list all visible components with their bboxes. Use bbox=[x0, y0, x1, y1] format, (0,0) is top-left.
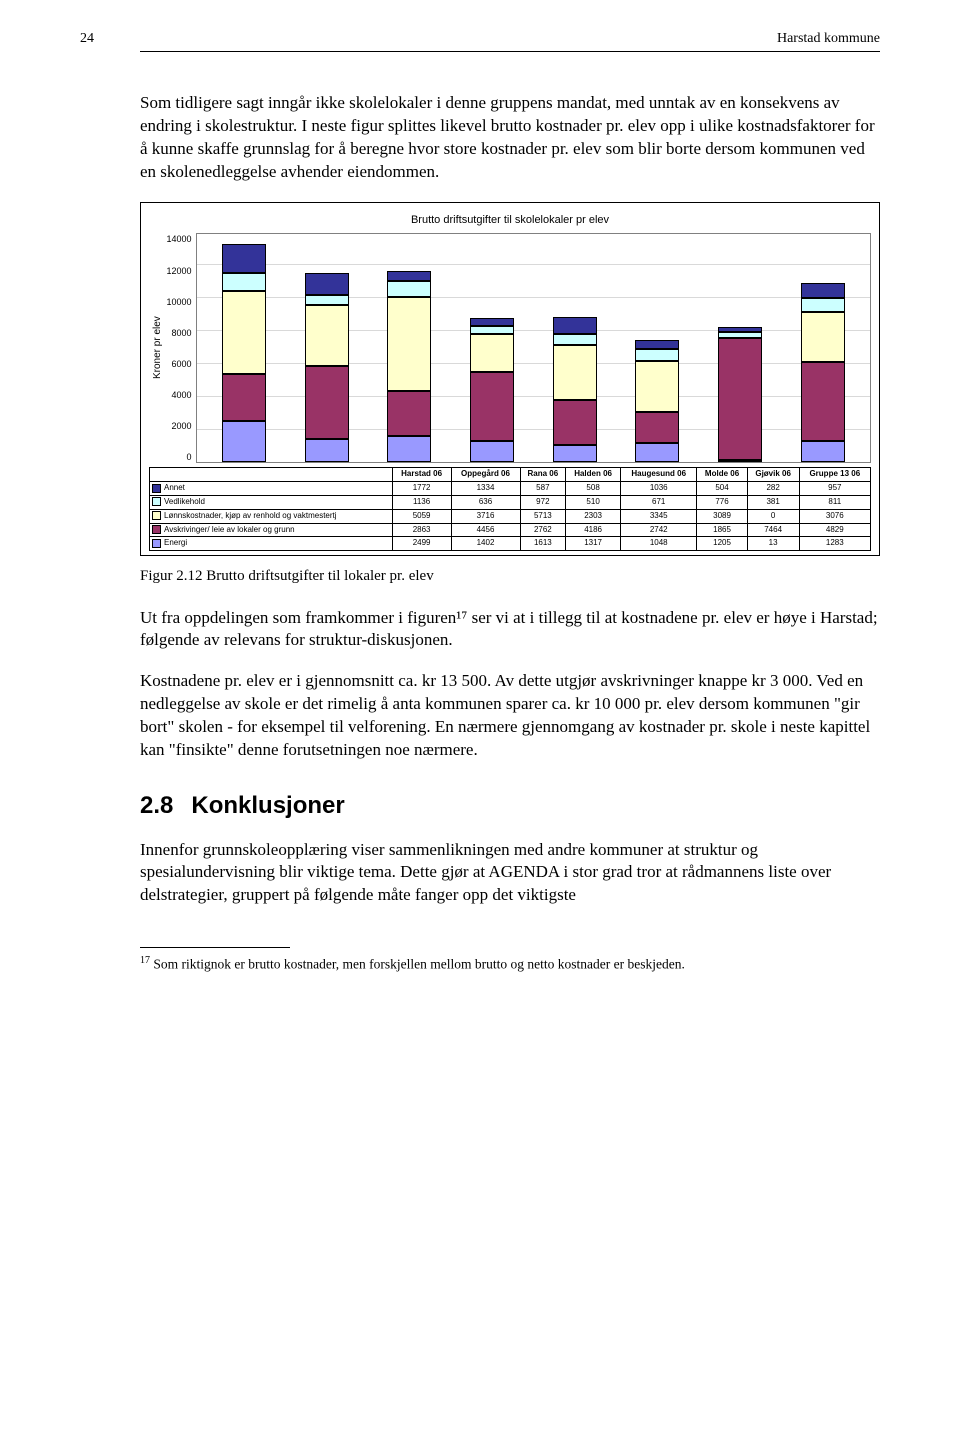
table-cell: 2863 bbox=[392, 523, 451, 537]
chart-y-ticks: 14000 12000 10000 8000 6000 4000 2000 0 bbox=[167, 233, 196, 463]
table-cell: 1205 bbox=[697, 537, 747, 551]
chart-y-axis-label: Kroner pr elev bbox=[149, 233, 167, 463]
table-col-header: Halden 06 bbox=[566, 468, 621, 482]
table-cell: 2303 bbox=[566, 509, 621, 523]
table-col-header: Gjøvik 06 bbox=[747, 468, 799, 482]
table-cell: 4186 bbox=[566, 523, 621, 537]
chart-y-tick: 14000 bbox=[167, 233, 192, 245]
table-cell: 1048 bbox=[621, 537, 697, 551]
chart-y-tick: 10000 bbox=[167, 296, 192, 308]
paragraph-3: Kostnadene pr. elev er i gjennomsnitt ca… bbox=[140, 670, 880, 762]
table-cell: 4829 bbox=[799, 523, 870, 537]
table-cell: 972 bbox=[520, 496, 566, 510]
chart-bar bbox=[801, 283, 845, 463]
table-row-header: Energi bbox=[150, 537, 393, 551]
table-cell: 508 bbox=[566, 482, 621, 496]
table-cell: 2499 bbox=[392, 537, 451, 551]
intro-paragraph: Som tidligere sagt inngår ikke skoleloka… bbox=[140, 92, 880, 184]
chart-bar bbox=[305, 273, 349, 463]
table-cell: 3076 bbox=[799, 509, 870, 523]
chart-plot-area: Kroner pr elev 14000 12000 10000 8000 6000 40… bbox=[149, 233, 871, 463]
table-cell: 671 bbox=[621, 496, 697, 510]
legend-swatch bbox=[152, 539, 161, 548]
table-cell: 1317 bbox=[566, 537, 621, 551]
chart-bar bbox=[718, 327, 762, 462]
footnote-text: Som riktignok er brutto kostnader, men f… bbox=[153, 957, 684, 972]
table-cell: 504 bbox=[697, 482, 747, 496]
table-cell: 636 bbox=[451, 496, 520, 510]
section-number: 2.8 bbox=[140, 792, 173, 819]
table-cell: 2762 bbox=[520, 523, 566, 537]
table-col-header: Rana 06 bbox=[520, 468, 566, 482]
figure-caption: Figur 2.12 Brutto driftsutgifter til lok… bbox=[140, 566, 880, 586]
paragraph-4: Innenfor grunnskoleopplæring viser samme… bbox=[140, 839, 880, 908]
doc-title: Harstad kommune bbox=[777, 30, 880, 49]
page-number: 24 bbox=[80, 30, 94, 49]
table-cell: 0 bbox=[747, 509, 799, 523]
chart-bar bbox=[470, 318, 514, 463]
table-cell: 957 bbox=[799, 482, 870, 496]
footnote-separator bbox=[140, 947, 290, 948]
legend-swatch bbox=[152, 511, 161, 520]
chart-y-tick: 6000 bbox=[167, 358, 192, 370]
table-row-header: Vedlikehold bbox=[150, 496, 393, 510]
table-cell: 1334 bbox=[451, 482, 520, 496]
chart-bar bbox=[635, 340, 679, 462]
section-title: Konklusjoner bbox=[191, 792, 344, 819]
table-cell: 1772 bbox=[392, 482, 451, 496]
chart-bar bbox=[553, 317, 597, 462]
footnote: 17 Som riktignok er brutto kostnader, me… bbox=[140, 954, 880, 973]
table-cell: 1865 bbox=[697, 523, 747, 537]
table-cell: 1613 bbox=[520, 537, 566, 551]
table-cell: 776 bbox=[697, 496, 747, 510]
legend-swatch bbox=[152, 484, 161, 493]
chart-title: Brutto driftsutgifter til skolelokaler p… bbox=[149, 213, 871, 228]
table-cell: 7464 bbox=[747, 523, 799, 537]
table-col-header: Molde 06 bbox=[697, 468, 747, 482]
section-heading: 2.8 Konklusjoner bbox=[140, 790, 880, 822]
chart-y-tick: 12000 bbox=[167, 265, 192, 277]
table-cell: 1402 bbox=[451, 537, 520, 551]
chart-bar bbox=[222, 244, 266, 463]
table-col-header: Oppegård 06 bbox=[451, 468, 520, 482]
table-cell: 1136 bbox=[392, 496, 451, 510]
table-cell: 381 bbox=[747, 496, 799, 510]
table-cell: 3716 bbox=[451, 509, 520, 523]
table-cell: 2742 bbox=[621, 523, 697, 537]
table-cell: 587 bbox=[520, 482, 566, 496]
chart-y-tick: 0 bbox=[167, 451, 192, 463]
table-col-header: Harstad 06 bbox=[392, 468, 451, 482]
chart-plot bbox=[196, 233, 871, 463]
footnote-number: 17 bbox=[140, 955, 150, 966]
table-cell: 13 bbox=[747, 537, 799, 551]
chart-bar bbox=[387, 271, 431, 462]
table-col-header: Haugesund 06 bbox=[621, 468, 697, 482]
chart-y-tick: 8000 bbox=[167, 327, 192, 339]
table-row-header: Avskrivinger/ leie av lokaler og grunn bbox=[150, 523, 393, 537]
chart-y-tick: 4000 bbox=[167, 389, 192, 401]
table-cell: 282 bbox=[747, 482, 799, 496]
table-cell: 3345 bbox=[621, 509, 697, 523]
chart-data-table: Harstad 06Oppegård 06Rana 06Halden 06Hau… bbox=[149, 467, 871, 551]
table-col-header: Gruppe 13 06 bbox=[799, 468, 870, 482]
table-cell: 510 bbox=[566, 496, 621, 510]
table-cell: 1036 bbox=[621, 482, 697, 496]
table-cell: 4456 bbox=[451, 523, 520, 537]
legend-swatch bbox=[152, 525, 161, 534]
legend-swatch bbox=[152, 497, 161, 506]
table-row-header: Annet bbox=[150, 482, 393, 496]
table-cell: 5713 bbox=[520, 509, 566, 523]
table-cell: 5059 bbox=[392, 509, 451, 523]
chart-container: Brutto driftsutgifter til skolelokaler p… bbox=[140, 202, 880, 557]
paragraph-2: Ut fra oppdelingen som framkommer i figu… bbox=[140, 607, 880, 653]
table-row-header: Lønnskostnader, kjøp av renhold og vaktm… bbox=[150, 509, 393, 523]
table-cell: 1283 bbox=[799, 537, 870, 551]
table-cell: 3089 bbox=[697, 509, 747, 523]
table-cell: 811 bbox=[799, 496, 870, 510]
chart-y-tick: 2000 bbox=[167, 420, 192, 432]
page-header: 24 Harstad kommune bbox=[140, 30, 880, 52]
